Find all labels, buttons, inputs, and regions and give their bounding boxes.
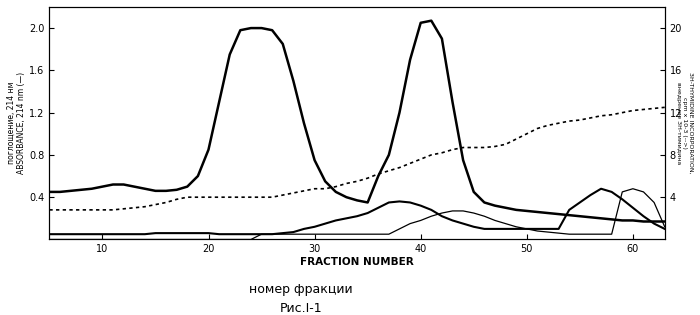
X-axis label: FRACTION NUMBER: FRACTION NUMBER — [300, 257, 414, 267]
Y-axis label: 3H-THYMIDINE INCORPORATION,
cpm x 10-3 (-->)
внедрение 3Н-тимидина: 3H-THYMIDINE INCORPORATION, cpm x 10-3 (… — [676, 72, 693, 174]
Y-axis label: поглощение, 214 нм
ABSORBANCE, 214 nm (—): поглощение, 214 нм ABSORBANCE, 214 nm (—… — [7, 72, 27, 174]
Text: Рис.I-1: Рис.I-1 — [280, 302, 322, 315]
Text: номер фракции: номер фракции — [249, 283, 353, 296]
